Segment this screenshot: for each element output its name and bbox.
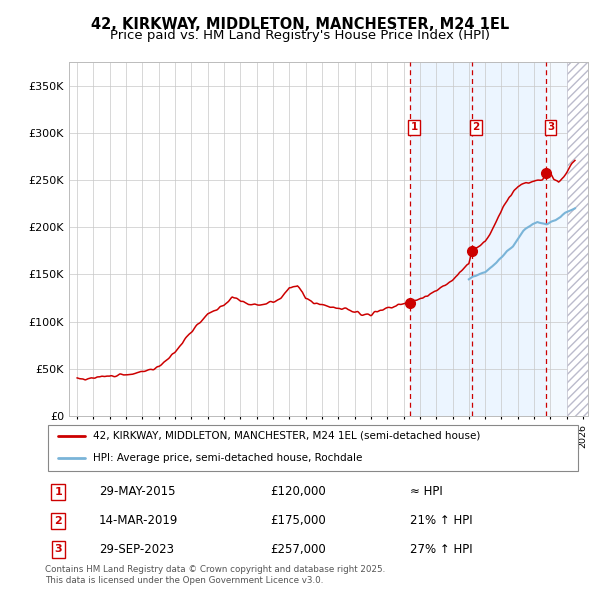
Text: 3: 3 (55, 545, 62, 555)
Text: 2: 2 (473, 123, 480, 132)
Text: 2: 2 (55, 516, 62, 526)
FancyBboxPatch shape (47, 425, 578, 471)
Text: HPI: Average price, semi-detached house, Rochdale: HPI: Average price, semi-detached house,… (94, 454, 363, 464)
Text: 27% ↑ HPI: 27% ↑ HPI (410, 543, 473, 556)
Text: £257,000: £257,000 (271, 543, 326, 556)
Text: £120,000: £120,000 (271, 486, 326, 499)
Text: 29-MAY-2015: 29-MAY-2015 (98, 486, 175, 499)
Text: Contains HM Land Registry data © Crown copyright and database right 2025.
This d: Contains HM Land Registry data © Crown c… (45, 565, 385, 585)
Bar (547, 62, 567, 416)
Bar (410, 62, 547, 416)
Text: 42, KIRKWAY, MIDDLETON, MANCHESTER, M24 1EL: 42, KIRKWAY, MIDDLETON, MANCHESTER, M24 … (91, 17, 509, 31)
Text: ≈ HPI: ≈ HPI (410, 486, 443, 499)
Text: 42, KIRKWAY, MIDDLETON, MANCHESTER, M24 1EL (semi-detached house): 42, KIRKWAY, MIDDLETON, MANCHESTER, M24 … (94, 431, 481, 441)
Text: 1: 1 (411, 123, 418, 132)
Text: £175,000: £175,000 (271, 514, 326, 527)
Text: 14-MAR-2019: 14-MAR-2019 (98, 514, 178, 527)
Text: 3: 3 (547, 123, 554, 132)
Bar (567, 62, 588, 416)
Text: 21% ↑ HPI: 21% ↑ HPI (410, 514, 473, 527)
Text: 1: 1 (55, 487, 62, 497)
Text: 29-SEP-2023: 29-SEP-2023 (98, 543, 174, 556)
Text: Price paid vs. HM Land Registry's House Price Index (HPI): Price paid vs. HM Land Registry's House … (110, 30, 490, 42)
